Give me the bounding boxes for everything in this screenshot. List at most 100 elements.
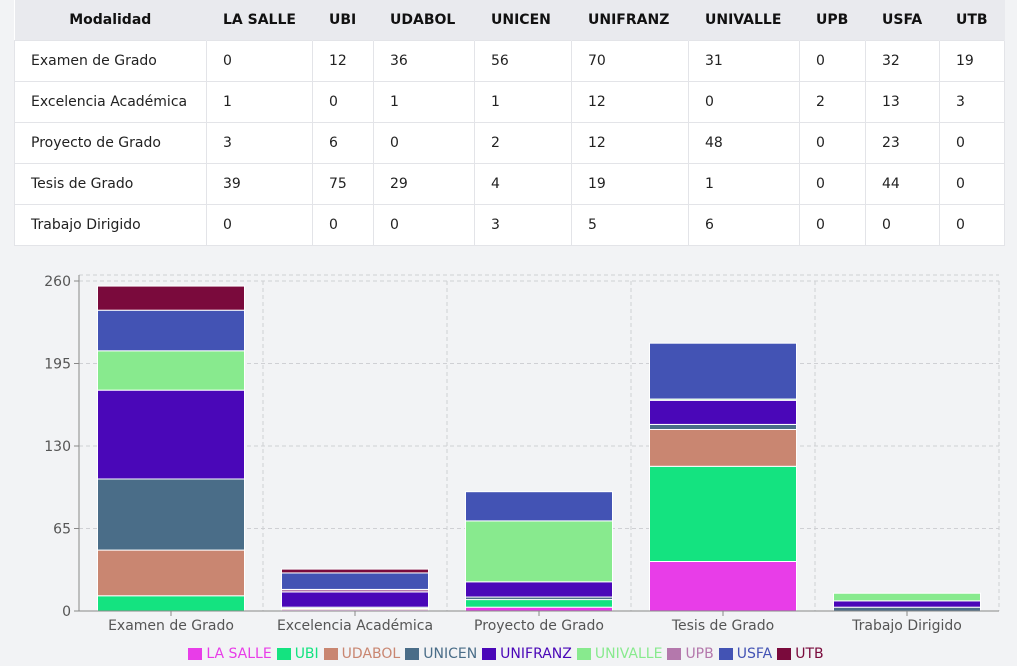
legend-swatch	[405, 648, 420, 660]
column-header[interactable]: Modalidad	[14, 0, 207, 41]
bar-segment	[649, 429, 797, 467]
table-cell: 0	[939, 122, 1005, 164]
table-cell: 3	[206, 122, 313, 164]
table-header-row: Modalidad LA SALLE UBI UDABOL UNICEN UNI…	[14, 0, 1005, 41]
table-row: Proyecto de Grado 3 6 0 2 12 48 0 23 0	[14, 122, 1005, 164]
x-tick-label: Tesis de Grado	[671, 618, 774, 634]
y-tick-label: 195	[44, 357, 71, 373]
table-cell: 48	[688, 122, 800, 164]
table-cell: 13	[865, 81, 940, 123]
table-cell: 19	[939, 40, 1005, 82]
table-cell: 0	[312, 81, 374, 123]
column-header[interactable]: UBI	[312, 0, 374, 41]
table-cell: 12	[312, 40, 374, 82]
bar-segment	[649, 561, 797, 612]
bar-segment	[97, 595, 245, 612]
table-cell: 1	[206, 81, 313, 123]
bar-segment	[833, 600, 981, 608]
table-cell: 4	[474, 163, 572, 205]
table-cell: Examen de Grado	[14, 40, 207, 82]
chart-legend: LA SALLE UBI UDABOL UNICEN UNIFRANZ UNIVALLE U…	[0, 644, 1017, 664]
x-tick-label: Excelencia Académica	[277, 618, 433, 634]
bar-segment	[833, 592, 981, 602]
table-cell: Trabajo Dirigido	[14, 204, 207, 246]
table-cell: 0	[373, 122, 475, 164]
legend-item[interactable]: UNIFRANZ	[482, 646, 572, 662]
table-cell: 0	[865, 204, 940, 246]
bar-segment	[649, 399, 797, 425]
column-header[interactable]: UNIFRANZ	[571, 0, 689, 41]
table-cell: 0	[799, 204, 866, 246]
legend-item[interactable]: UDABOL	[323, 646, 400, 662]
table-cell: 1	[688, 163, 800, 205]
table-cell: 3	[474, 204, 572, 246]
column-header[interactable]: UDABOL	[373, 0, 475, 41]
bar-segment	[465, 599, 613, 608]
legend-swatch	[667, 648, 682, 660]
table-cell: Proyecto de Grado	[14, 122, 207, 164]
legend-item[interactable]: UNIVALLE	[576, 646, 663, 662]
table-row: Trabajo Dirigido 0 0 0 3 5 6 0 0 0	[14, 204, 1005, 246]
table-cell: 0	[799, 40, 866, 82]
bar-segment	[281, 568, 429, 574]
legend-item[interactable]: LA SALLE	[188, 646, 272, 662]
y-tick-label: 0	[62, 604, 71, 620]
table-cell: 1	[474, 81, 572, 123]
legend-swatch	[777, 648, 792, 660]
column-header[interactable]: UTB	[939, 0, 1005, 41]
column-header[interactable]: UPB	[799, 0, 866, 41]
table-cell: 2	[799, 81, 866, 123]
bar-segment	[649, 423, 797, 431]
table-cell: 23	[865, 122, 940, 164]
legend-item[interactable]: UPB	[667, 646, 714, 662]
x-tick-label: Proyecto de Grado	[474, 618, 604, 634]
legend-label: UNIVALLE	[594, 646, 663, 662]
legend-item[interactable]: UTB	[777, 646, 824, 662]
table-cell: Excelencia Académica	[14, 81, 207, 123]
table-cell: 36	[373, 40, 475, 82]
bar-segment	[97, 478, 245, 551]
bar-segment	[97, 285, 245, 311]
column-header[interactable]: LA SALLE	[206, 0, 313, 41]
table-cell: 12	[571, 122, 689, 164]
data-table-container: Modalidad LA SALLE UBI UDABOL UNICEN UNI…	[14, 0, 1005, 246]
table-cell: Tesis de Grado	[14, 163, 207, 205]
legend-label: UNICEN	[423, 646, 478, 662]
bar-segment	[97, 309, 245, 352]
legend-swatch	[718, 648, 733, 660]
bar-segment	[649, 465, 797, 562]
table-cell: 6	[312, 122, 374, 164]
table-cell: 0	[799, 163, 866, 205]
column-header[interactable]: UNIVALLE	[688, 0, 800, 41]
bar-segment	[97, 389, 245, 480]
table-cell: 56	[474, 40, 572, 82]
column-header[interactable]: USFA	[865, 0, 940, 41]
legend-item[interactable]: UBI	[276, 646, 319, 662]
table-cell: 1	[373, 81, 475, 123]
bar-segment	[465, 581, 613, 598]
legend-label: UTB	[795, 646, 824, 662]
table-cell: 70	[571, 40, 689, 82]
table-cell: 29	[373, 163, 475, 205]
bar-segment	[281, 591, 429, 608]
table-cell: 0	[799, 122, 866, 164]
table-cell: 5	[571, 204, 689, 246]
bar-segment	[465, 520, 613, 583]
table-cell: 0	[939, 163, 1005, 205]
y-tick-label: 65	[53, 522, 71, 538]
column-header[interactable]: UNICEN	[474, 0, 572, 41]
bar-segment	[649, 342, 797, 400]
bar-segment	[281, 572, 429, 590]
table-cell: 75	[312, 163, 374, 205]
bar-segment	[465, 491, 613, 522]
table-cell: 12	[571, 81, 689, 123]
table-cell: 0	[939, 204, 1005, 246]
stacked-bar-chart: 0 65 130 195 260 Examen de Grado Excelencia Ac…	[0, 262, 1017, 666]
legend-label: LA SALLE	[206, 646, 272, 662]
table-cell: 0	[312, 204, 374, 246]
legend-item[interactable]: USFA	[718, 646, 772, 662]
legend-item[interactable]: UNICEN	[405, 646, 477, 662]
legend-label: UNIFRANZ	[500, 646, 572, 662]
table-cell: 32	[865, 40, 940, 82]
table-cell: 19	[571, 163, 689, 205]
